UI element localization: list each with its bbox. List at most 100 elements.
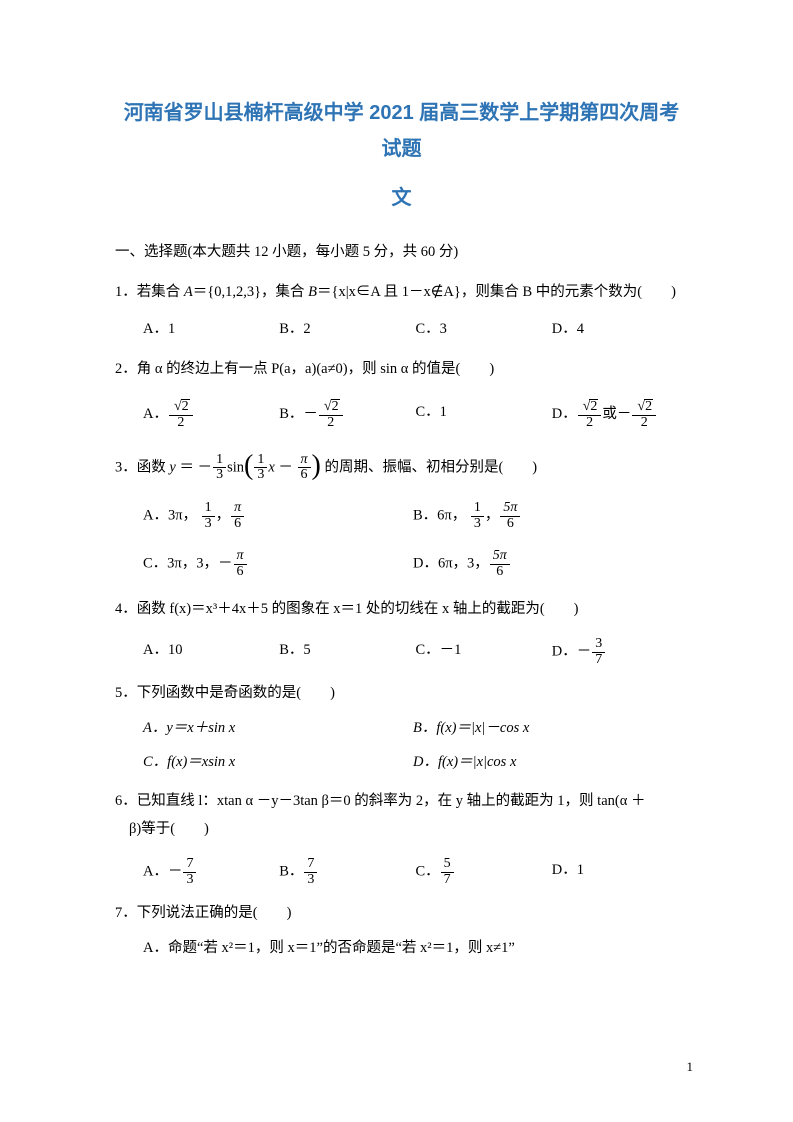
q6bfd: 3 bbox=[304, 873, 317, 888]
q3-minus: － bbox=[275, 459, 297, 475]
q3-C-f: π6 bbox=[234, 549, 247, 579]
q4-D-lbl: D．－ bbox=[552, 644, 591, 660]
q4dfd: 7 bbox=[592, 653, 605, 668]
q2-A-lbl: A． bbox=[143, 406, 168, 422]
q6-A-lbl: A．－ bbox=[143, 864, 182, 880]
q5-optB: B．f(x)＝|x|－cos x bbox=[413, 715, 688, 743]
q6afd: 3 bbox=[183, 873, 196, 888]
exam-page: 河南省罗山县楠杆高级中学 2021 届高三数学上学期第四次周考试题 文 一、选择… bbox=[0, 0, 793, 1003]
q6-stem2: β)等于( ) bbox=[115, 816, 688, 844]
q3-f1n: 1 bbox=[213, 453, 226, 469]
q3bf2n: 5π bbox=[500, 501, 520, 517]
q3-A-f2: π6 bbox=[231, 501, 244, 531]
q2-optD: D．22或－22 bbox=[552, 399, 688, 430]
q3-B-f2: 5π6 bbox=[500, 501, 520, 531]
q6-optB: B．73 bbox=[279, 857, 415, 887]
q3-sin: sin bbox=[227, 459, 244, 475]
q6afn: 7 bbox=[183, 857, 196, 873]
q6-optA: A．－73 bbox=[143, 857, 279, 887]
q3-A-f1: 13 bbox=[202, 501, 215, 531]
q6-C-f: 57 bbox=[441, 857, 454, 887]
q2-options: A．22 B．－22 C．1 D．22或－22 bbox=[115, 399, 688, 430]
q7-options: A．命题“若 x²＝1，则 x＝1”的否命题是“若 x²＝1，则 x≠1” bbox=[115, 935, 688, 963]
q5-optC: C．f(x)＝xsin x bbox=[143, 749, 413, 777]
q5-options: A．y＝x＋sin x B．f(x)＝|x|－cos x C．f(x)＝xsin… bbox=[115, 715, 688, 776]
question-6: 6．已知直线 l：xtan α －y－3tan β＝0 的斜率为 2，在 y 轴… bbox=[115, 788, 688, 816]
q1-A: A bbox=[184, 284, 193, 300]
q3cfd: 6 bbox=[234, 565, 247, 580]
q3-f1d: 3 bbox=[213, 468, 226, 483]
q6-B-lbl: B． bbox=[279, 864, 303, 880]
question-5: 5．下列函数中是奇函数的是( ) bbox=[115, 680, 688, 708]
q3-D-f: 5π6 bbox=[490, 549, 510, 579]
q3dfn: 5π bbox=[490, 549, 510, 565]
q3-f2d: 3 bbox=[254, 468, 267, 483]
q3af2d: 6 bbox=[231, 517, 244, 532]
q3-f3n: π bbox=[298, 453, 311, 469]
q2-optC: C．1 bbox=[416, 399, 552, 430]
question-1: 1．若集合 A＝{0,1,2,3}，集合 B＝{x|x∈A 且 1－x∉A}，则… bbox=[115, 279, 688, 307]
q3-optD: D．6π，3，5π6 bbox=[413, 549, 688, 579]
q5-optA: A．y＝x＋sin x bbox=[143, 715, 413, 743]
q3-frac3: π6 bbox=[298, 453, 311, 483]
q3-f2n: 1 bbox=[254, 453, 267, 469]
q3-optC: C．3π，3，－π6 bbox=[143, 549, 413, 579]
section-heading: 一、选择题(本大题共 12 小题，每小题 5 分，共 60 分) bbox=[115, 239, 688, 267]
q2-D-rad1: 2 bbox=[589, 399, 598, 415]
q3-A-lbl: A．3π， bbox=[143, 507, 201, 523]
q1-optC: C．3 bbox=[416, 316, 552, 344]
q3-frac1: 13 bbox=[213, 453, 226, 483]
q1-s3: ＝{x|x∈A 且 1－x∉A}，则集合 B 中的元素个数为( ) bbox=[317, 284, 676, 300]
q3-post: 的周期、振幅、初相分别是( ) bbox=[321, 459, 537, 475]
q3-B-lbl: B．6π， bbox=[413, 507, 470, 523]
q6-B-f: 73 bbox=[304, 857, 317, 887]
q3ac: ， bbox=[216, 507, 231, 523]
question-2: 2．角 α 的终边上有一点 P(a，a)(a≠0)，则 sin α 的值是( ) bbox=[115, 356, 688, 384]
q2-B-den: 2 bbox=[319, 416, 343, 431]
q6cfn: 5 bbox=[441, 857, 454, 873]
q1-s1: 1．若集合 bbox=[115, 284, 184, 300]
q2-optA: A．22 bbox=[143, 399, 279, 430]
q2-D-frac1: 22 bbox=[578, 399, 602, 430]
q2-D-lbl: D． bbox=[552, 406, 577, 422]
q4-optB: B．5 bbox=[279, 637, 415, 667]
q3bc: ， bbox=[485, 507, 500, 523]
q3dfd: 6 bbox=[490, 565, 510, 580]
question-4: 4．函数 f(x)＝x³＋4x＋5 的图象在 x＝1 处的切线在 x 轴上的截距… bbox=[115, 596, 688, 624]
q1-s2: ＝{0,1,2,3}，集合 bbox=[193, 284, 308, 300]
q2-D-frac2: 22 bbox=[632, 399, 656, 430]
q7-optA: A．命题“若 x²＝1，则 x＝1”的否命题是“若 x²＝1，则 x≠1” bbox=[143, 935, 688, 963]
q2-D-den2: 2 bbox=[632, 416, 656, 431]
q4-D-frac: 37 bbox=[592, 637, 605, 667]
q6bfn: 7 bbox=[304, 857, 317, 873]
q3-optB: B．6π， 13，5π6 bbox=[413, 501, 688, 531]
question-7: 7．下列说法正确的是( ) bbox=[115, 900, 688, 928]
q3bf1n: 1 bbox=[471, 501, 484, 517]
q1-optA: A．1 bbox=[143, 316, 279, 344]
q4-optA: A．10 bbox=[143, 637, 279, 667]
q2-B-frac: 22 bbox=[319, 399, 343, 430]
q6-options: A．－73 B．73 C．57 D．1 bbox=[115, 857, 688, 887]
q3-pre: 3．函数 bbox=[115, 459, 169, 475]
q6-A-f: 73 bbox=[183, 857, 196, 887]
q2-D-or: 或－ bbox=[602, 406, 631, 422]
q3-frac2: 13 bbox=[254, 453, 267, 483]
q2-D-rad2: 2 bbox=[644, 399, 653, 415]
q1-optD: D．4 bbox=[552, 316, 688, 344]
q1-B: B bbox=[308, 284, 317, 300]
q4dfn: 3 bbox=[592, 637, 605, 653]
question-3: 3．函数 y ＝ －13sin(13x － π6) 的周期、振幅、初相分别是( … bbox=[115, 453, 688, 483]
q6-s1: 6．已知直线 l：xtan α －y－3tan β＝0 的斜率为 2，在 y 轴… bbox=[115, 793, 645, 809]
q3-options: A．3π， 13，π6 B．6π， 13，5π6 C．3π，3，－π6 D．6π… bbox=[115, 501, 688, 580]
q2-optB: B．－22 bbox=[279, 399, 415, 430]
q6-optD: D．1 bbox=[552, 857, 688, 887]
q3-f3d: 6 bbox=[298, 468, 311, 483]
q3bf2d: 6 bbox=[500, 517, 520, 532]
q6-optC: C．57 bbox=[416, 857, 552, 887]
q3af1n: 1 bbox=[202, 501, 215, 517]
q1-text: 1．若集合 A＝{0,1,2,3}，集合 B＝{x|x∈A 且 1－x∉A}，则… bbox=[115, 284, 676, 300]
q3-C-lbl: C．3π，3，－ bbox=[143, 556, 233, 572]
q3af1d: 3 bbox=[202, 517, 215, 532]
q1-options: A．1 B．2 C．3 D．4 bbox=[115, 316, 688, 344]
q3-optA: A．3π， 13，π6 bbox=[143, 501, 413, 531]
